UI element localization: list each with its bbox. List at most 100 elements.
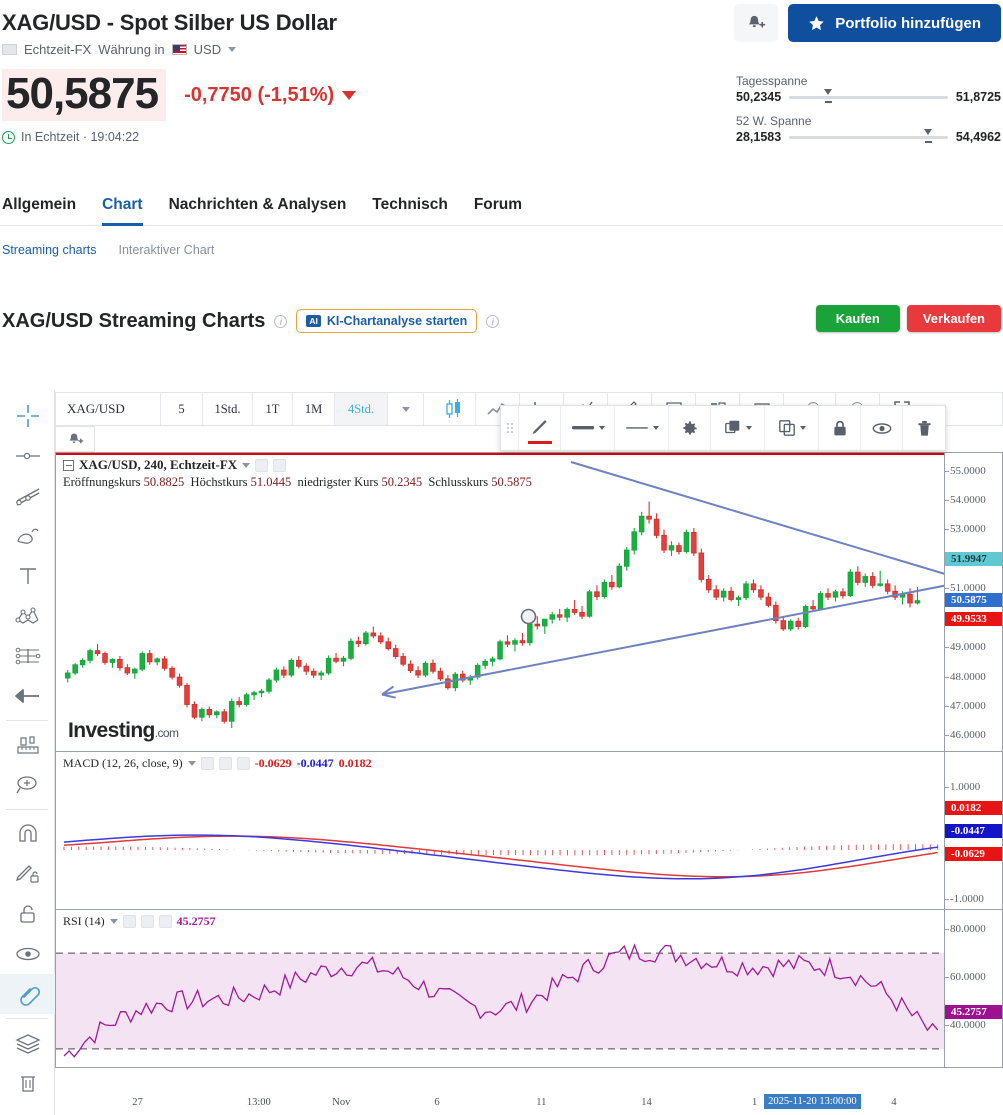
macd-chart-canvas[interactable] [56,752,1001,910]
watermark-suffix: .com [154,726,179,740]
toolbar-chart-type-candles[interactable] [432,393,476,425]
rail-visibility[interactable] [0,934,55,974]
buy-button[interactable]: Kaufen [815,305,900,333]
time-axis[interactable]: 27 13:00 Nov 6 11 14 1 4 2025-11-20 13:00:00 [55,1093,1003,1115]
subtab-interaktiver-chart[interactable]: Interaktiver Chart [118,243,215,258]
rail-arrow-marker[interactable] [0,676,55,716]
pattern-tool-icon [14,607,39,624]
subtab-streaming-charts[interactable]: Streaming charts [2,243,97,258]
chevron-down-icon[interactable] [109,919,118,924]
eye-icon[interactable] [200,757,214,770]
low-value: 50.2345 [381,475,423,489]
rail-divider-3 [6,1018,48,1019]
chevron-down-icon[interactable] [228,47,237,52]
close-label: Schlusskurs [428,475,489,489]
bring-to-front-button[interactable] [711,406,765,450]
toolbar-interval-1m[interactable]: 1M [293,393,335,425]
rail-trash[interactable] [0,1063,55,1103]
price-axis-tick: 54.0000 [945,494,986,507]
rail-horizontal-line[interactable] [0,436,55,476]
close-icon[interactable] [236,757,250,770]
tab-forum[interactable]: Forum [473,196,523,214]
rail-magnet[interactable] [0,814,55,854]
tab-nachrichten[interactable]: Nachrichten & Analysen [168,196,347,214]
chart-add-alert-button[interactable] [55,426,95,452]
rail-layers[interactable] [0,1023,55,1063]
gear-icon[interactable] [273,458,287,472]
lock-drawing-button[interactable] [819,406,861,450]
rail-trend-line[interactable] [0,476,55,516]
day-range-label: Tagesspanne [736,74,808,88]
time-axis-tick: Nov [332,1097,351,1108]
trend-line-icon [15,488,39,506]
drawing-settings-button[interactable] [669,406,711,450]
rsi-axis[interactable]: 80.0000 60.0000 40.0000 45.2757 [944,910,1002,1067]
macd-value-3: 0.0182 [338,756,372,770]
create-alert-button[interactable] [734,4,779,42]
currency-label: Währung in [98,42,165,57]
week52-range-track [789,128,948,143]
ai-badge-icon: AI [306,314,321,328]
tab-chart[interactable]: Chart [102,196,144,227]
chevron-down-icon [799,426,806,430]
sell-button[interactable]: Verkaufen [906,305,1001,333]
macd-pane[interactable]: MACD (12, 26, close, 9) -0.0629 -0.0447 … [55,752,1003,910]
info-icon-title[interactable]: i [274,314,288,328]
time-axis-tick: 1 [751,1097,758,1108]
chevron-down-icon[interactable] [242,462,251,468]
rail-zoom-in[interactable] [0,765,55,805]
macd-legend: MACD (12, 26, close, 9) -0.0629 -0.0447 … [63,756,372,771]
macd-axis[interactable]: 1.0000 -1.0000 0.0182 -0.0447 -0.0629 [944,752,1002,909]
price-pane[interactable]: XAG/USD, 240, Echtzeit-FX Eröffnungskurs… [55,452,1003,752]
gear-icon[interactable] [218,757,232,770]
rail-unlock[interactable] [0,894,55,934]
add-to-portfolio-button[interactable]: Portfolio hinzufügen [788,4,1001,42]
rsi-pane[interactable]: RSI (14) 45.2757 80.0000 60.0000 40.0000 45… [55,910,1003,1068]
toolbar-interval-5[interactable]: 5 [161,393,203,425]
price-axis[interactable]: 55.0000 54.0000 53.0000 51.0000 49.0000 48.00… [944,453,1002,751]
eye-icon[interactable] [255,458,269,472]
rail-measure[interactable] [0,725,55,765]
eye-icon[interactable] [122,915,136,928]
delete-drawing-button[interactable] [903,406,945,450]
watermark-text: Investing [68,719,155,742]
rsi-axis-tick: 60.0000 [945,971,986,984]
rail-link[interactable] [0,974,55,1014]
price-chart-canvas[interactable] [56,453,1001,752]
info-icon-ai[interactable]: i [486,314,500,328]
tab-allgemein[interactable]: Allgemein [2,196,77,214]
week52-range-marker [924,128,933,143]
price-axis-tick: 46.0000 [945,729,986,742]
toolbar-interval-4h[interactable]: 4Std. [335,393,388,425]
collapse-icon[interactable] [63,459,74,471]
toolbar-interval-1d[interactable]: 1T [253,393,293,425]
gear-icon[interactable] [140,915,154,928]
line-width-button[interactable] [561,406,615,450]
price-axis-pill: 49.9533 [945,612,1002,627]
toolbar-fullscreen[interactable] [880,393,924,425]
tab-technisch[interactable]: Technisch [372,196,448,214]
rail-crosshair-cursor[interactable] [0,396,55,436]
toolbar-interval-dropdown[interactable] [388,393,424,425]
macd-label: MACD (12, 26, close, 9) [63,756,183,770]
ai-chart-analysis-button[interactable]: AI KI-Chartanalyse starten [296,309,478,334]
rsi-axis-pill: 45.2757 [945,1005,1002,1020]
toolbar-symbol[interactable]: XAG/USD [56,393,161,425]
active-color-swatch [528,441,552,444]
drag-handle-icon[interactable] [501,406,519,450]
rail-curve-shape[interactable] [0,516,55,556]
line-style-button[interactable] [615,406,669,450]
link-icon [19,986,40,1006]
clone-button[interactable] [765,406,819,450]
pencil-color-button[interactable] [519,406,561,450]
toggle-visibility-button[interactable] [861,406,903,450]
high-value: 51.0445 [250,475,292,489]
rail-fib-tool[interactable] [0,636,55,676]
rail-pencil-lock[interactable] [0,854,55,894]
rail-pattern-tool[interactable] [0,596,55,636]
toolbar-interval-1h[interactable]: 1Std. [203,393,253,425]
rsi-chart-canvas[interactable] [56,910,1001,1068]
rail-text-tool[interactable] [0,556,55,596]
chevron-down-icon[interactable] [187,761,196,766]
close-icon[interactable] [158,915,172,928]
